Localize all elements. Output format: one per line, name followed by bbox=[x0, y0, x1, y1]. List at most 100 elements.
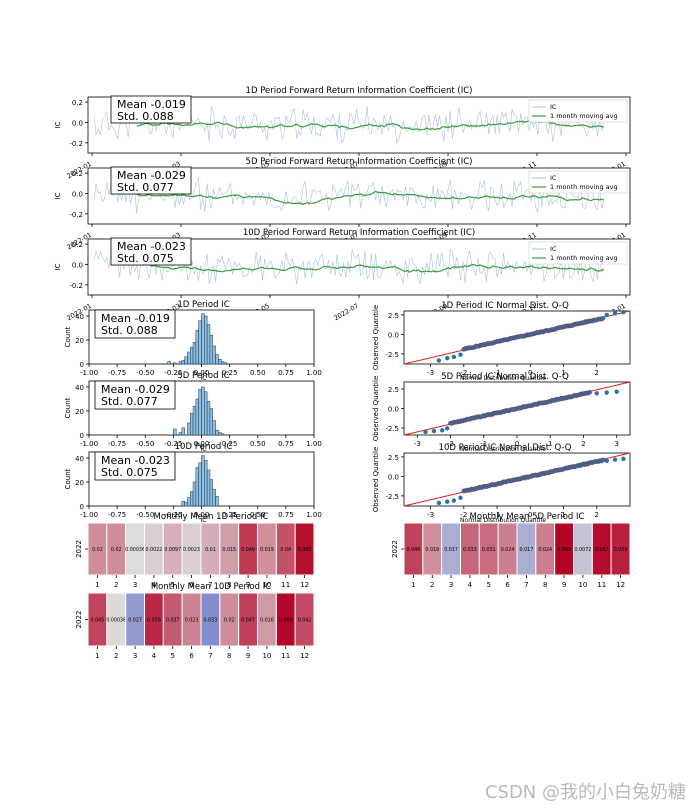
hist-ytick-label: 20 bbox=[75, 337, 84, 345]
heatmap-col-label: 12 bbox=[616, 581, 625, 589]
hist-title: 1D Period IC bbox=[177, 300, 229, 310]
heatmap-col-label: 1 bbox=[411, 581, 415, 589]
ts-ylabel: IC bbox=[54, 121, 62, 128]
qq-xtick-label: 2 bbox=[581, 440, 585, 448]
hist-bar bbox=[173, 362, 177, 365]
qq-xtick-label: -3 bbox=[414, 440, 421, 448]
qq-tail-point bbox=[451, 354, 457, 360]
heatmap-col-label: 6 bbox=[189, 581, 194, 589]
qq-xtick-label: -1 bbox=[494, 369, 501, 377]
qq-xlabel: Normal Distribution Quantile bbox=[460, 446, 546, 453]
heatmap-cell-label: 0.0023 bbox=[183, 547, 200, 553]
heatmap-col-label: 6 bbox=[505, 581, 510, 589]
hist-xtick-label: 0.50 bbox=[250, 369, 266, 377]
heatmap-row-label: 2022 bbox=[75, 611, 83, 629]
hist-bar bbox=[178, 361, 183, 365]
qq-ytick-label: 2.5 bbox=[388, 454, 399, 462]
ts-xtick-label: 2022-07 bbox=[332, 302, 360, 323]
heatmap-cell-label: 0.024 bbox=[501, 547, 515, 553]
heatmap-cell-label: 0.069 bbox=[279, 618, 293, 624]
legend-avg-label: 1 month moving avg bbox=[550, 112, 618, 120]
hist-ytick-label: 0 bbox=[80, 361, 84, 369]
ts-ytick-label: -0.2 bbox=[69, 140, 83, 148]
qq-tail-point bbox=[621, 456, 626, 462]
qq-xtick-label: -3 bbox=[427, 511, 434, 519]
hist-bar bbox=[212, 488, 216, 507]
heatmap-cell-label: 0.031 bbox=[482, 547, 496, 553]
ts-ytick-label: 0.0 bbox=[72, 261, 83, 269]
heatmap-col-label: 12 bbox=[300, 581, 309, 589]
hist-bar bbox=[181, 427, 185, 436]
heatmap-cell-label: 0.024 bbox=[538, 547, 552, 553]
hist-title: 5D Period IC bbox=[177, 371, 229, 381]
ts-ylabel: IC bbox=[54, 192, 62, 199]
stats-std: Std. 0.075 bbox=[101, 466, 158, 479]
qq-tail-point bbox=[445, 355, 450, 361]
qq-tail-point bbox=[423, 429, 428, 435]
hist-xtick-label: 0.00 bbox=[194, 511, 210, 519]
heatmap-cell-label: 0.016 bbox=[260, 618, 274, 624]
hist-xtick-label: -1.00 bbox=[80, 369, 98, 377]
hist-bar bbox=[201, 313, 205, 365]
qq-tail-point bbox=[445, 499, 450, 504]
stats-box bbox=[110, 95, 192, 124]
heatmap-cell-label: 0.017 bbox=[444, 547, 458, 553]
qq-tail-point bbox=[440, 428, 445, 433]
heatmap-col-label: 8 bbox=[227, 652, 231, 660]
heatmap-col-label: 5 bbox=[171, 652, 175, 660]
heatmap-col-label: 4 bbox=[152, 581, 157, 589]
qq-ytick-label: 0.0 bbox=[388, 473, 399, 481]
hist-bar bbox=[195, 398, 199, 436]
heatmap-title: Monthly Mean 5D Period IC bbox=[470, 512, 585, 522]
ts-legend bbox=[528, 170, 628, 194]
hist-xtick-label: 0.50 bbox=[250, 440, 266, 448]
hist-xtick-label: 0.75 bbox=[278, 511, 294, 519]
ts-legend bbox=[528, 99, 628, 123]
stats-box bbox=[110, 237, 192, 266]
hist-bar bbox=[209, 479, 213, 507]
qq-xlabel: Normal Distribution Quantile bbox=[460, 375, 546, 382]
legend-ic-label: IC bbox=[550, 174, 557, 182]
hist-bar bbox=[192, 481, 197, 507]
heatmap-title: Monthly Mean 1D Period IC bbox=[154, 512, 269, 522]
heatmap-col-label: 5 bbox=[171, 581, 175, 589]
hist-bar bbox=[215, 496, 219, 507]
qq-tail-point bbox=[458, 352, 463, 357]
ts-ytick-label: 0.2 bbox=[72, 99, 83, 107]
qq-ytick-label: 2.5 bbox=[388, 312, 399, 320]
heatmap-row-label: 2022 bbox=[391, 540, 399, 558]
hist-ytick-label: 40 bbox=[75, 455, 84, 463]
hist-bar bbox=[206, 469, 211, 507]
heatmap-col-label: 9 bbox=[246, 652, 250, 660]
heatmap-cell-label: 0.045 bbox=[91, 618, 105, 624]
heatmap-cell-label: 0.037 bbox=[166, 618, 180, 624]
qq-tail-point bbox=[612, 457, 618, 462]
hist-ylabel: Count bbox=[64, 326, 72, 347]
hist-bar bbox=[195, 467, 199, 507]
stats-std: Std. 0.075 bbox=[117, 252, 174, 265]
qq-xtick-label: -1 bbox=[480, 440, 487, 448]
hist-bar bbox=[204, 460, 208, 507]
qq-ytick-label: 0.0 bbox=[388, 406, 399, 414]
heatmap-col-label: 10 bbox=[262, 652, 271, 660]
hist-xtick-label: -0.50 bbox=[136, 369, 154, 377]
heatmap-col-label: 7 bbox=[524, 581, 528, 589]
hist-ytick-label: 20 bbox=[75, 479, 84, 487]
hist-bar bbox=[215, 429, 219, 436]
qq-xtick-label: 2 bbox=[595, 511, 599, 519]
legend-ic-label: IC bbox=[550, 103, 557, 111]
hist-xtick-label: -0.25 bbox=[164, 369, 182, 377]
hist-ytick-label: 20 bbox=[75, 408, 84, 416]
ts-title: 10D Period Forward Return Information Co… bbox=[243, 228, 475, 238]
qq-xtick-label: 1 bbox=[561, 511, 565, 519]
hist-bar bbox=[218, 358, 222, 365]
heatmap-col-label: 3 bbox=[133, 581, 137, 589]
heatmap-cell-label: 0.015 bbox=[222, 547, 236, 553]
hist-bar bbox=[220, 361, 225, 365]
hist-bar bbox=[209, 334, 213, 365]
qq-ytick-label: 2.5 bbox=[388, 386, 399, 394]
hist-bar bbox=[204, 315, 208, 365]
qq-ylabel: Observed Quantile bbox=[372, 376, 380, 442]
stats-mean: Mean -0.019 bbox=[101, 312, 170, 325]
heatmap-col-label: 1 bbox=[95, 581, 99, 589]
